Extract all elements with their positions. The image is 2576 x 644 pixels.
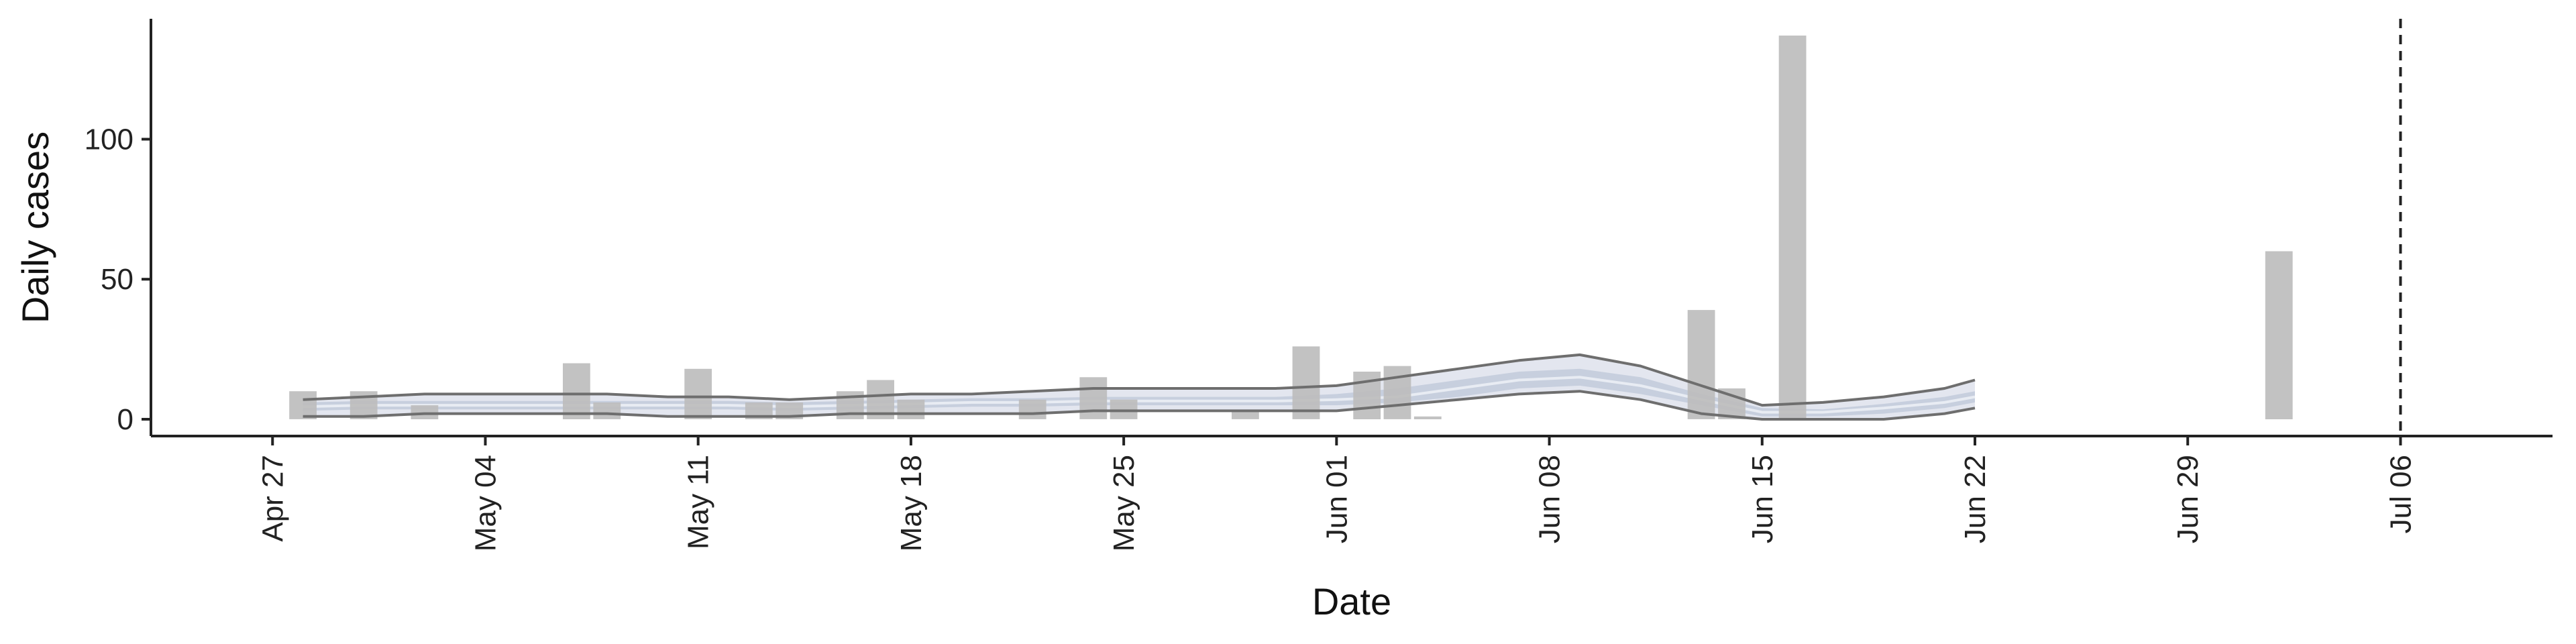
lower-90-line [303,390,1976,421]
case-bar [1110,399,1138,419]
x-tick-label: May 18 [895,455,928,551]
case-bar [1383,366,1411,419]
x-tick-label: Jun 22 [1959,455,1992,543]
x-axis-title: Date [1312,580,1391,623]
case-bar [411,405,439,419]
y-tick-label: 0 [117,403,133,436]
case-bar [2265,251,2293,419]
x-tick-label: May 25 [1108,455,1140,551]
y-tick-label: 50 [101,263,133,296]
case-bar [1413,416,1442,419]
x-tick-label: May 04 [469,455,502,551]
case-bar [1018,399,1046,419]
x-tick-label: Jun 08 [1534,455,1566,543]
case-bar [1778,36,1807,419]
case-bar [897,399,925,419]
case-bar [1232,411,1259,419]
case-bar [593,402,621,419]
x-tick-label: Apr 27 [256,455,289,542]
x-tick-label: Jun 01 [1320,455,1353,543]
case-bar [289,391,317,419]
x-tick-label: Jun 29 [2171,455,2204,543]
forecast-interval-lines [303,353,1976,421]
case-bar [684,368,712,419]
case-bar [1079,377,1108,419]
upper-90-line [303,353,1976,407]
x-tick-label: Jul 06 [2384,455,2417,533]
case-bar [563,363,590,419]
x-tick-label: Jun 15 [1746,455,1779,543]
axes: 0 50 100 Apr 27 May 04 May 11 May 18 May 25 Jun … [85,19,2553,551]
y-tick-label: 100 [85,123,133,156]
y-axis-title: Daily cases [14,131,56,323]
case-bar [1292,346,1320,419]
case-bar [1687,310,1715,419]
observed-cases-bars [289,36,2293,419]
x-tick-label: May 11 [682,455,715,549]
